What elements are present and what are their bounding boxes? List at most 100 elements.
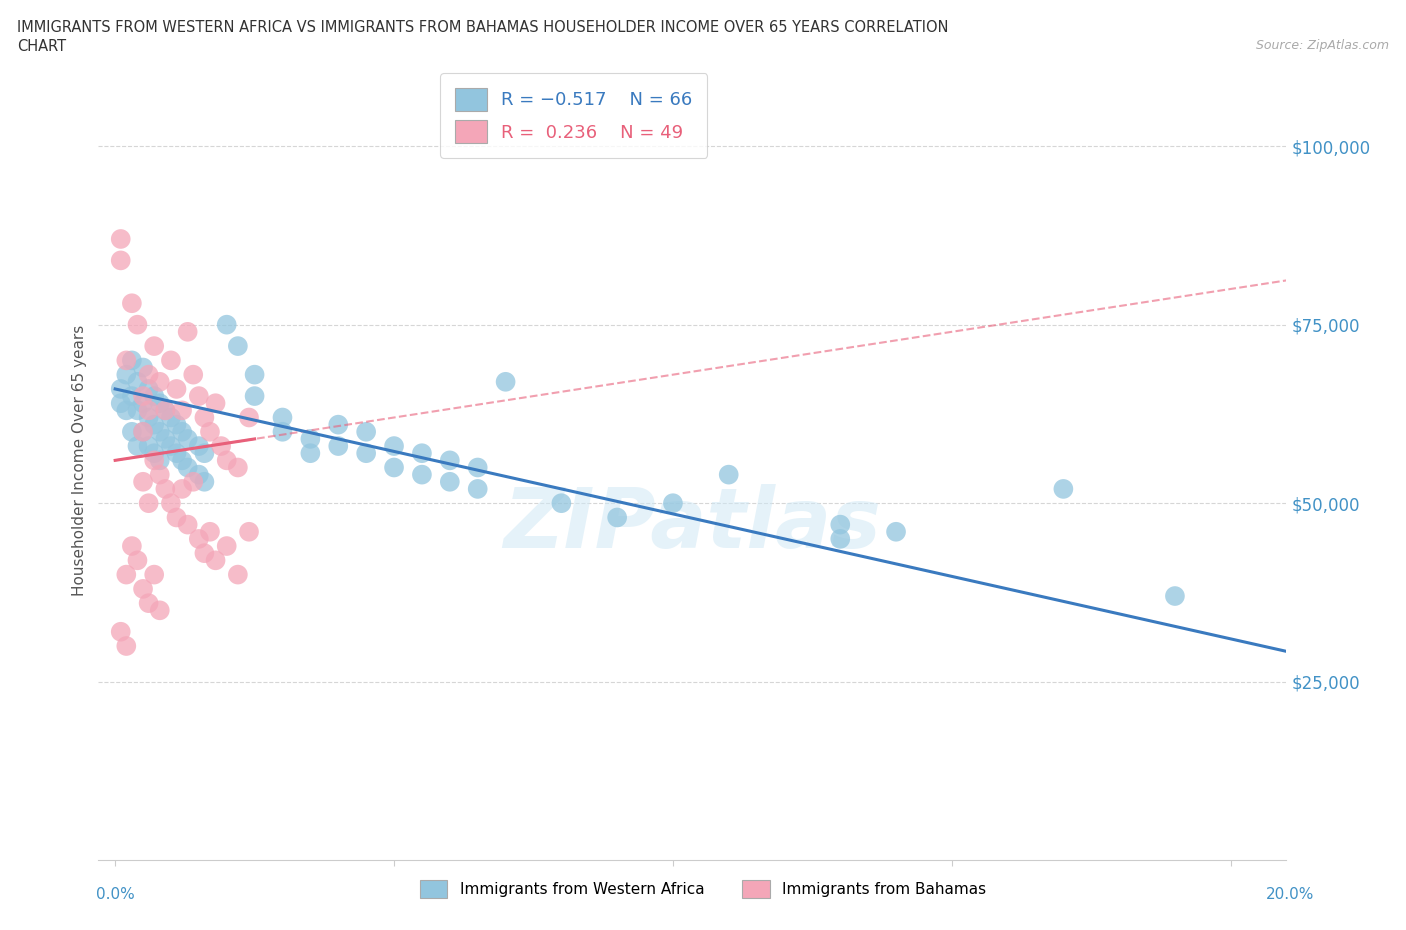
Text: 0.0%: 0.0% bbox=[96, 887, 135, 902]
Text: 20.0%: 20.0% bbox=[1267, 887, 1315, 902]
Point bbox=[143, 445, 166, 460]
Point bbox=[662, 496, 685, 511]
Point bbox=[149, 396, 172, 411]
Point bbox=[132, 474, 155, 489]
Point bbox=[143, 418, 166, 432]
Point bbox=[110, 232, 132, 246]
Point bbox=[138, 367, 160, 382]
Point bbox=[243, 389, 266, 404]
Point bbox=[115, 367, 138, 382]
Point bbox=[149, 467, 172, 482]
Point bbox=[172, 403, 194, 418]
Point bbox=[884, 525, 907, 539]
Point bbox=[143, 339, 166, 353]
Point bbox=[176, 432, 198, 446]
Text: Source: ZipAtlas.com: Source: ZipAtlas.com bbox=[1256, 39, 1389, 52]
Point bbox=[110, 381, 132, 396]
Point bbox=[226, 567, 249, 582]
Text: CHART: CHART bbox=[17, 39, 66, 54]
Point bbox=[181, 474, 204, 489]
Point bbox=[149, 375, 172, 390]
Point bbox=[606, 510, 628, 525]
Point bbox=[160, 410, 183, 425]
Point bbox=[110, 253, 132, 268]
Point bbox=[271, 410, 294, 425]
Point bbox=[204, 396, 226, 411]
Point bbox=[1164, 589, 1187, 604]
Point bbox=[149, 424, 172, 439]
Text: IMMIGRANTS FROM WESTERN AFRICA VS IMMIGRANTS FROM BAHAMAS HOUSEHOLDER INCOME OVE: IMMIGRANTS FROM WESTERN AFRICA VS IMMIGR… bbox=[17, 20, 949, 35]
Point bbox=[121, 538, 143, 553]
Point bbox=[166, 381, 188, 396]
Point bbox=[132, 424, 155, 439]
Point bbox=[138, 410, 160, 425]
Point bbox=[121, 424, 143, 439]
Point bbox=[115, 639, 138, 654]
Point bbox=[299, 445, 322, 460]
Point bbox=[127, 552, 149, 567]
Point bbox=[198, 525, 221, 539]
Point bbox=[115, 403, 138, 418]
Point bbox=[328, 439, 350, 454]
Point bbox=[166, 418, 188, 432]
Point bbox=[138, 496, 160, 511]
Legend: R = −0.517    N = 66, R =  0.236    N = 49: R = −0.517 N = 66, R = 0.236 N = 49 bbox=[440, 73, 707, 158]
Point bbox=[127, 439, 149, 454]
Point bbox=[495, 375, 517, 390]
Point bbox=[121, 352, 143, 367]
Point bbox=[328, 418, 350, 432]
Point bbox=[198, 424, 221, 439]
Point bbox=[172, 424, 194, 439]
Point bbox=[155, 432, 177, 446]
Point bbox=[209, 439, 232, 454]
Point bbox=[181, 367, 204, 382]
Point bbox=[172, 453, 194, 468]
Point bbox=[115, 567, 138, 582]
Point bbox=[439, 474, 461, 489]
Point bbox=[271, 424, 294, 439]
Point bbox=[110, 624, 132, 639]
Point bbox=[143, 453, 166, 468]
Point bbox=[830, 531, 852, 546]
Point bbox=[166, 510, 188, 525]
Point bbox=[138, 439, 160, 454]
Point bbox=[243, 367, 266, 382]
Point bbox=[143, 389, 166, 404]
Point bbox=[176, 460, 198, 475]
Point bbox=[382, 460, 405, 475]
Point bbox=[155, 403, 177, 418]
Point bbox=[238, 410, 260, 425]
Point bbox=[226, 339, 249, 353]
Point bbox=[215, 453, 238, 468]
Point bbox=[382, 439, 405, 454]
Point bbox=[176, 517, 198, 532]
Point bbox=[138, 381, 160, 396]
Point bbox=[717, 467, 740, 482]
Point bbox=[155, 482, 177, 497]
Point bbox=[1052, 482, 1074, 497]
Point bbox=[132, 581, 155, 596]
Point bbox=[467, 460, 489, 475]
Point bbox=[138, 596, 160, 611]
Point bbox=[132, 389, 155, 404]
Point bbox=[215, 538, 238, 553]
Point bbox=[204, 552, 226, 567]
Point bbox=[127, 403, 149, 418]
Point bbox=[830, 517, 852, 532]
Point bbox=[467, 482, 489, 497]
Text: ZIPatlas: ZIPatlas bbox=[503, 484, 882, 565]
Point bbox=[160, 496, 183, 511]
Legend: Immigrants from Western Africa, Immigrants from Bahamas: Immigrants from Western Africa, Immigran… bbox=[412, 872, 994, 906]
Point bbox=[172, 482, 194, 497]
Point bbox=[215, 317, 238, 332]
Point bbox=[226, 460, 249, 475]
Point bbox=[121, 389, 143, 404]
Point bbox=[138, 403, 160, 418]
Point bbox=[160, 439, 183, 454]
Point bbox=[193, 445, 215, 460]
Point bbox=[187, 531, 209, 546]
Point bbox=[121, 296, 143, 311]
Point bbox=[439, 453, 461, 468]
Point bbox=[411, 445, 433, 460]
Point bbox=[132, 360, 155, 375]
